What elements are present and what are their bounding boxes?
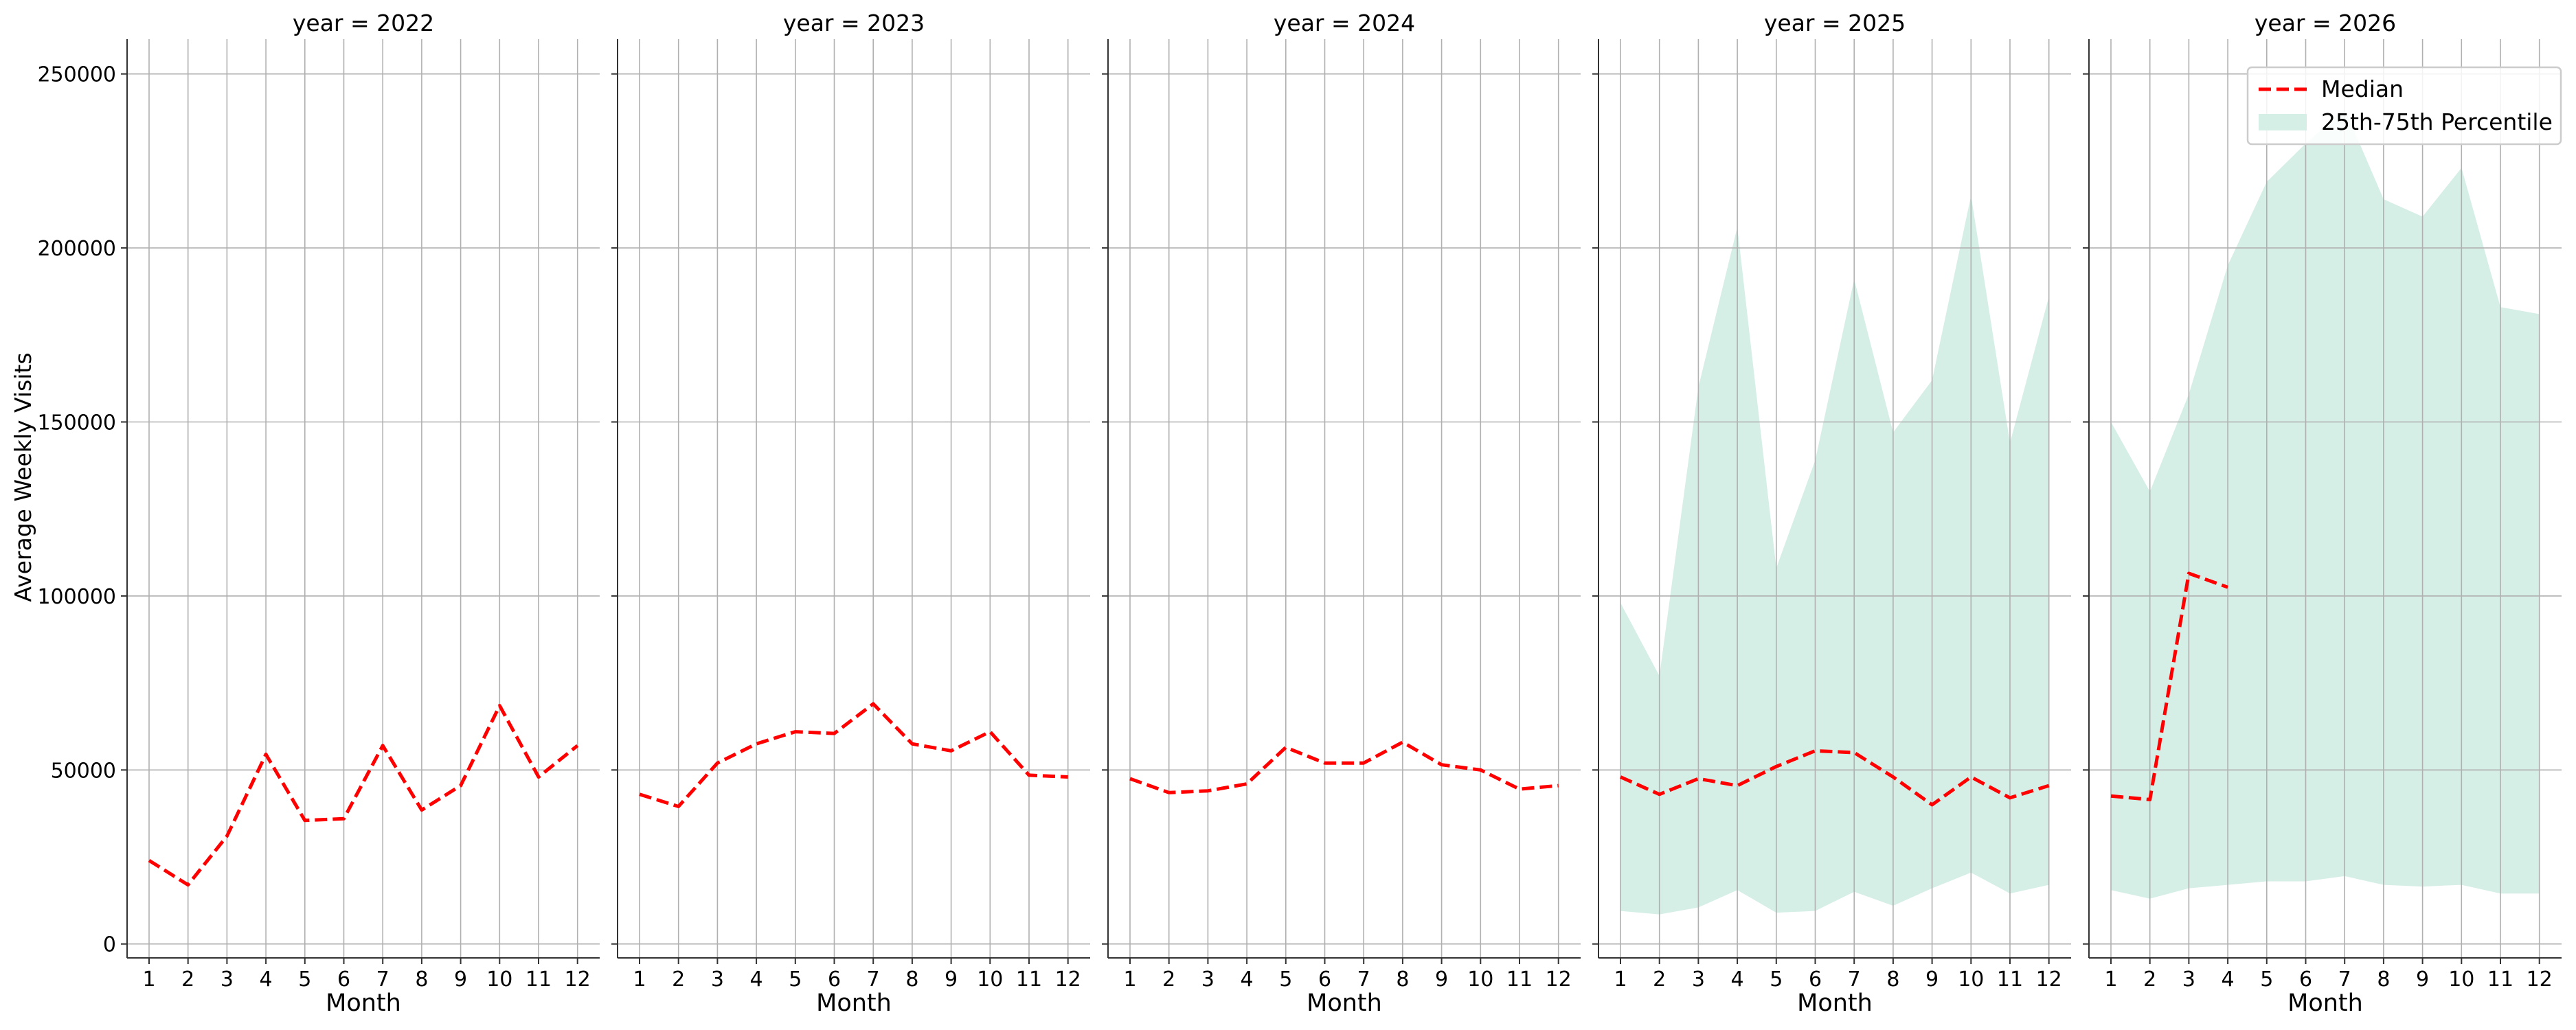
x-tick-label: 7 (1357, 968, 1370, 992)
x-tick-label: 8 (1396, 968, 1409, 992)
x-tick-label: 1 (2104, 968, 2117, 992)
x-axis-label: Month (2287, 989, 2363, 1017)
x-tick-label: 8 (905, 968, 918, 992)
x-tick-label: 1 (633, 968, 646, 992)
panel-title: year = 2024 (1274, 10, 1415, 36)
x-axis-label: Month (816, 989, 892, 1017)
median-line (1129, 740, 1559, 794)
x-tick-label: 10 (1958, 968, 1984, 992)
x-tick-label: 11 (526, 968, 552, 992)
x-tick-label: 2 (1162, 968, 1175, 992)
x-tick-label: 12 (1055, 968, 1081, 992)
x-tick-label: 7 (867, 968, 880, 992)
legend-band-label: 25th-75th Percentile (2321, 108, 2553, 135)
legend-median-label: Median (2321, 76, 2404, 102)
x-tick-label: 12 (2036, 968, 2062, 992)
x-tick-label: 5 (789, 968, 802, 992)
x-tick-label: 9 (1925, 968, 1939, 992)
x-tick-label: 4 (1241, 968, 1254, 992)
median-line (2110, 571, 2228, 801)
x-tick-label: 9 (454, 968, 467, 992)
x-tick-label: 2 (181, 968, 194, 992)
x-tick-label: 3 (711, 968, 724, 992)
median-line (148, 704, 579, 887)
x-tick-label: 4 (260, 968, 273, 992)
legend: Median 25th-75th Percentile (2246, 66, 2562, 146)
x-tick-label: 8 (1886, 968, 1899, 992)
x-tick-label: 11 (2487, 968, 2513, 992)
x-tick-label: 7 (2338, 968, 2351, 992)
x-axis-label: Month (326, 989, 401, 1017)
panel-title: year = 2023 (783, 10, 925, 36)
x-tick-label: 5 (1770, 968, 1783, 992)
median-line (1619, 748, 2050, 807)
x-tick-label: 3 (2182, 968, 2195, 992)
x-tick-label: 9 (1435, 968, 1448, 992)
x-tick-label: 2 (672, 968, 685, 992)
x-tick-label: 10 (1467, 968, 1493, 992)
x-tick-label: 9 (2416, 968, 2429, 992)
x-tick-label: 6 (337, 968, 350, 992)
x-tick-label: 6 (828, 968, 841, 992)
panel-title: year = 2026 (2255, 10, 2396, 36)
x-tick-label: 12 (2527, 968, 2553, 992)
x-tick-label: 10 (2448, 968, 2474, 992)
x-tick-label: 5 (2260, 968, 2273, 992)
x-tick-label: 1 (142, 968, 155, 992)
x-tick-label: 11 (1016, 968, 1042, 992)
x-tick-label: 12 (565, 968, 591, 992)
y-tick-label: 150000 (37, 411, 116, 435)
x-tick-label: 10 (486, 968, 512, 992)
x-tick-label: 4 (750, 968, 763, 992)
y-tick-label: 0 (103, 933, 116, 957)
legend-frame (2246, 66, 2562, 146)
x-tick-label: 3 (221, 968, 234, 992)
x-tick-label: 11 (1997, 968, 2023, 992)
y-tick-label: 200000 (37, 237, 116, 261)
legend-band-swatch (2259, 114, 2307, 130)
y-tick-label: 50000 (51, 759, 116, 783)
x-tick-label: 7 (1848, 968, 1861, 992)
x-tick-label: 6 (2299, 968, 2312, 992)
x-tick-label: 5 (1279, 968, 1292, 992)
x-axis-label: Month (1797, 989, 1873, 1017)
x-tick-label: 6 (1809, 968, 1822, 992)
x-tick-label: 2 (1653, 968, 1666, 992)
x-tick-label: 5 (298, 968, 311, 992)
x-tick-label: 2 (2143, 968, 2156, 992)
x-tick-label: 11 (1506, 968, 1533, 992)
x-tick-label: 6 (1318, 968, 1331, 992)
y-axis-label: Average Weekly Visits (10, 352, 36, 602)
x-tick-label: 4 (1731, 968, 1744, 992)
y-tick-label: 250000 (37, 63, 116, 87)
panel-title: year = 2025 (1764, 10, 1906, 36)
x-tick-label: 1 (1123, 968, 1136, 992)
x-tick-label: 1 (1614, 968, 1627, 992)
x-tick-label: 3 (1692, 968, 1705, 992)
percentile-band (1620, 196, 2049, 915)
x-tick-label: 7 (376, 968, 389, 992)
x-tick-label: 12 (1546, 968, 1572, 992)
percentile-band (2111, 108, 2540, 899)
x-tick-label: 9 (945, 968, 958, 992)
x-tick-label: 10 (977, 968, 1003, 992)
x-tick-label: 3 (1201, 968, 1214, 992)
median-line (639, 702, 1068, 808)
panel-title: year = 2022 (293, 10, 434, 36)
x-tick-label: 8 (415, 968, 428, 992)
x-axis-label: Month (1307, 989, 1382, 1017)
x-tick-label: 8 (2377, 968, 2390, 992)
y-tick-label: 100000 (37, 585, 116, 609)
x-tick-label: 4 (2222, 968, 2235, 992)
